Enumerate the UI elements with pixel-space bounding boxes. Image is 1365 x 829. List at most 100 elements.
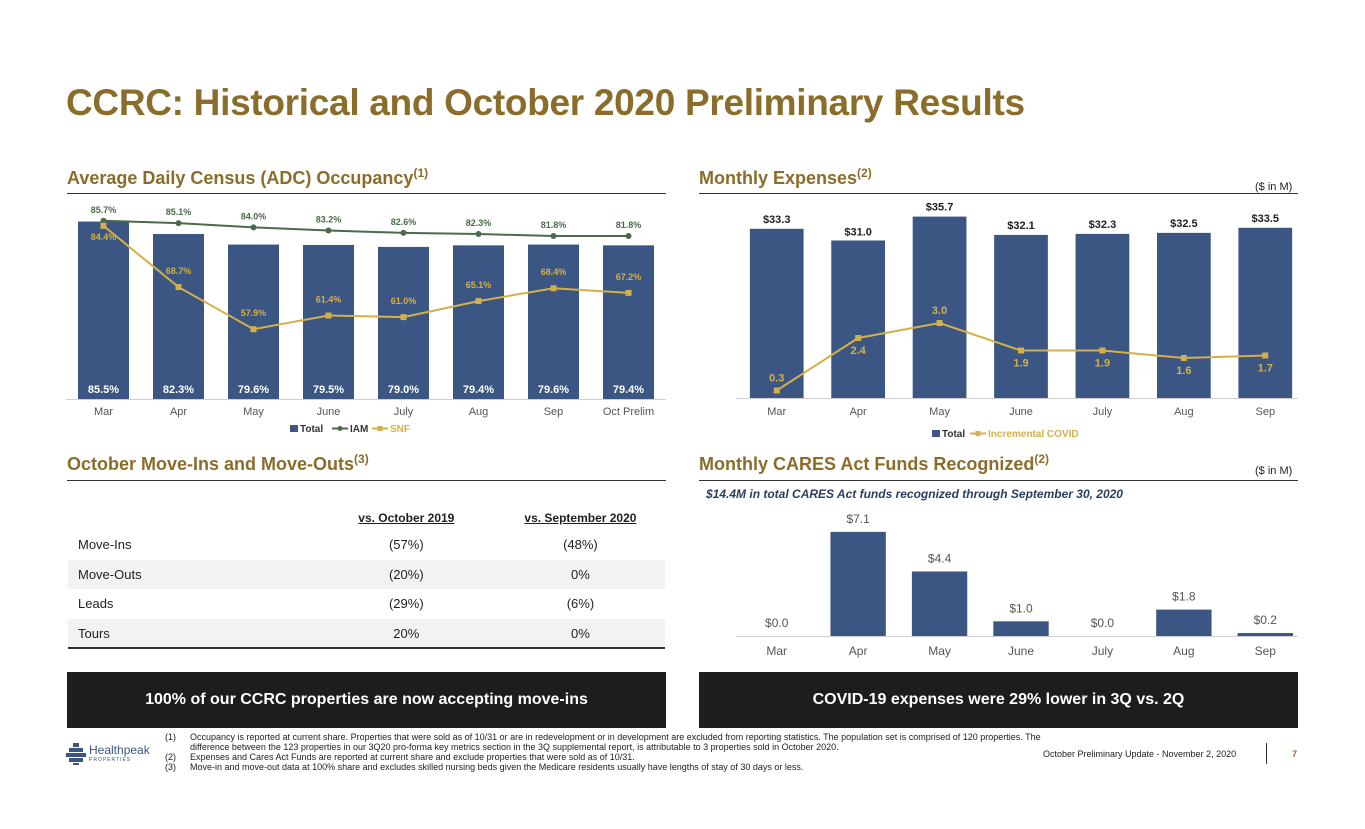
exp-bar-0 [749, 228, 804, 398]
adc-bar-label: 79.6% [538, 384, 569, 396]
exp-x-tick: Aug [1174, 406, 1194, 418]
exp-x-tick: June [1009, 406, 1033, 418]
row-value-sep2020: (48%) [563, 537, 598, 553]
cares-x-tick: Mar [766, 644, 787, 658]
cares-bar-6 [1237, 633, 1293, 636]
cares-bar-1 [830, 531, 886, 636]
cares-x-tick: May [928, 644, 951, 658]
page-title: CCRC: Historical and October 2020 Prelim… [66, 82, 1025, 123]
adc-x-tick: Sep [544, 406, 564, 418]
adc-snf-point-2 [250, 326, 257, 333]
adc-section-title: Average Daily Census (ADC) Occupancy(1) [67, 166, 428, 189]
cares-x-tick: Aug [1173, 644, 1194, 658]
adc-legend-iam-dot [337, 426, 343, 431]
moves-divider [67, 480, 666, 481]
expenses-unit: ($ in M) [1255, 181, 1293, 193]
cares-section-title: Monthly CARES Act Funds Recognized(2) [699, 452, 1049, 475]
expenses-footnote-ref: (2) [857, 166, 872, 180]
row-value-oct2019: 20% [393, 625, 420, 641]
adc-x-tick: Aug [469, 406, 489, 418]
footnotes: (1) Occupancy is reported at current shar… [165, 732, 1065, 772]
table-header-row: vs. October 2019 vs. September 2020 [68, 506, 665, 530]
expenses-divider [699, 193, 1298, 194]
adc-bar-label: 85.5% [88, 384, 119, 396]
adc-bar-label: 82.3% [163, 384, 194, 396]
exp-covid-label: 1.6 [1176, 365, 1191, 377]
cares-bar-label: $4.4 [928, 551, 952, 565]
table-header-sep2020: vs. September 2020 [524, 511, 637, 525]
adc-snf-point-1 [175, 284, 182, 291]
adc-legend-total: Total [300, 424, 323, 435]
exp-bar-2 [912, 216, 967, 398]
expenses-title-text: Monthly Expenses [699, 168, 858, 188]
cares-x-tick: June [1008, 644, 1034, 658]
exp-bar-label: $35.7 [926, 202, 954, 214]
adc-x-tick: July [394, 406, 414, 418]
exp-x-tick: Mar [767, 406, 786, 418]
cares-bar-5 [1156, 609, 1212, 636]
row-label: Move-Ins [78, 537, 132, 553]
footer-text: October Preliminary Update - November 2,… [1043, 749, 1237, 759]
exp-bar-6 [1238, 227, 1293, 398]
adc-bar-label: 79.4% [613, 384, 644, 396]
adc-x-tick: Oct Prelim [603, 406, 654, 418]
table-row: Move-Outs (20%) 0% [68, 559, 665, 589]
adc-iam-point-6 [550, 232, 557, 239]
adc-bar-4 [378, 246, 429, 399]
adc-iam-point-7 [625, 232, 632, 239]
adc-snf-label: 68.7% [166, 266, 192, 276]
adc-snf-label: 65.1% [466, 280, 492, 290]
footnote-2: (2) Expenses and Cares Act Funds are repo… [165, 752, 1065, 762]
exp-bar-label: $32.3 [1089, 219, 1117, 231]
exp-covid-label: 1.9 [1095, 358, 1110, 370]
moves-section-title: October Move-Ins and Move-Outs(3) [67, 452, 369, 475]
footnote-1: (1) Occupancy is reported at current shar… [165, 732, 1065, 742]
adc-bar-7 [603, 245, 654, 399]
adc-iam-point-4 [400, 229, 407, 236]
exp-covid-point-6 [1262, 352, 1269, 359]
table-bottom-rule [68, 647, 665, 649]
exp-x-tick: July [1093, 406, 1113, 418]
footnote-num: (2) [165, 752, 176, 762]
cares-bar-label: $1.0 [1009, 601, 1033, 615]
adc-bar-0 [78, 221, 129, 399]
exp-covid-label: 0.3 [769, 373, 784, 385]
exp-covid-point-4 [1099, 347, 1106, 354]
row-value-sep2020: (6%) [566, 596, 595, 612]
adc-iam-label: 84.0% [241, 211, 267, 221]
adc-snf-label: 68.4% [541, 267, 567, 277]
adc-x-tick: May [243, 406, 264, 418]
exp-bar-label: $32.5 [1170, 218, 1198, 230]
adc-title-text: Average Daily Census (ADC) Occupancy [67, 168, 414, 188]
adc-bar-label: 79.5% [313, 384, 344, 396]
exp-legend-covid: Incremental COVID [988, 429, 1079, 440]
row-value-sep2020: 0% [571, 566, 590, 582]
adc-snf-label: 61.4% [316, 295, 342, 305]
exp-legend-total: Total [942, 429, 965, 440]
row-value-oct2019: (29%) [388, 596, 424, 612]
footnote-1-cont: difference between the 123 properties in… [165, 742, 1065, 752]
row-label: Move-Outs [78, 566, 142, 582]
cares-bar-3 [993, 621, 1049, 636]
footnote-text: Move-in and move-out data at 100% share … [190, 762, 804, 772]
left-banner: 100% of our CCRC properties are now acce… [67, 672, 666, 728]
adc-iam-point-0 [100, 217, 107, 224]
adc-snf-label: 84.4% [91, 232, 117, 242]
adc-bar-2 [228, 244, 279, 399]
exp-bar-label: $33.5 [1252, 213, 1280, 225]
adc-iam-label: 81.8% [541, 220, 567, 230]
footnote-3: (3) Move-in and move-out data at 100% sha… [165, 762, 1065, 772]
exp-covid-point-2 [936, 320, 943, 326]
exp-covid-point-3 [1018, 347, 1024, 354]
footnote-text: difference between the 123 properties in… [190, 742, 839, 752]
row-value-sep2020: 0% [571, 625, 590, 641]
adc-legend-iam: IAM [350, 424, 368, 435]
exp-covid-point-1 [855, 335, 862, 341]
move-ins-table: vs. October 2019 vs. September 2020 Move… [68, 506, 665, 648]
adc-snf-point-6 [550, 285, 557, 292]
adc-snf-point-0 [100, 222, 107, 229]
exp-x-tick: May [929, 406, 950, 418]
exp-bar-3 [994, 234, 1048, 398]
adc-bar-5 [453, 245, 504, 399]
exp-bar-5 [1156, 232, 1211, 398]
